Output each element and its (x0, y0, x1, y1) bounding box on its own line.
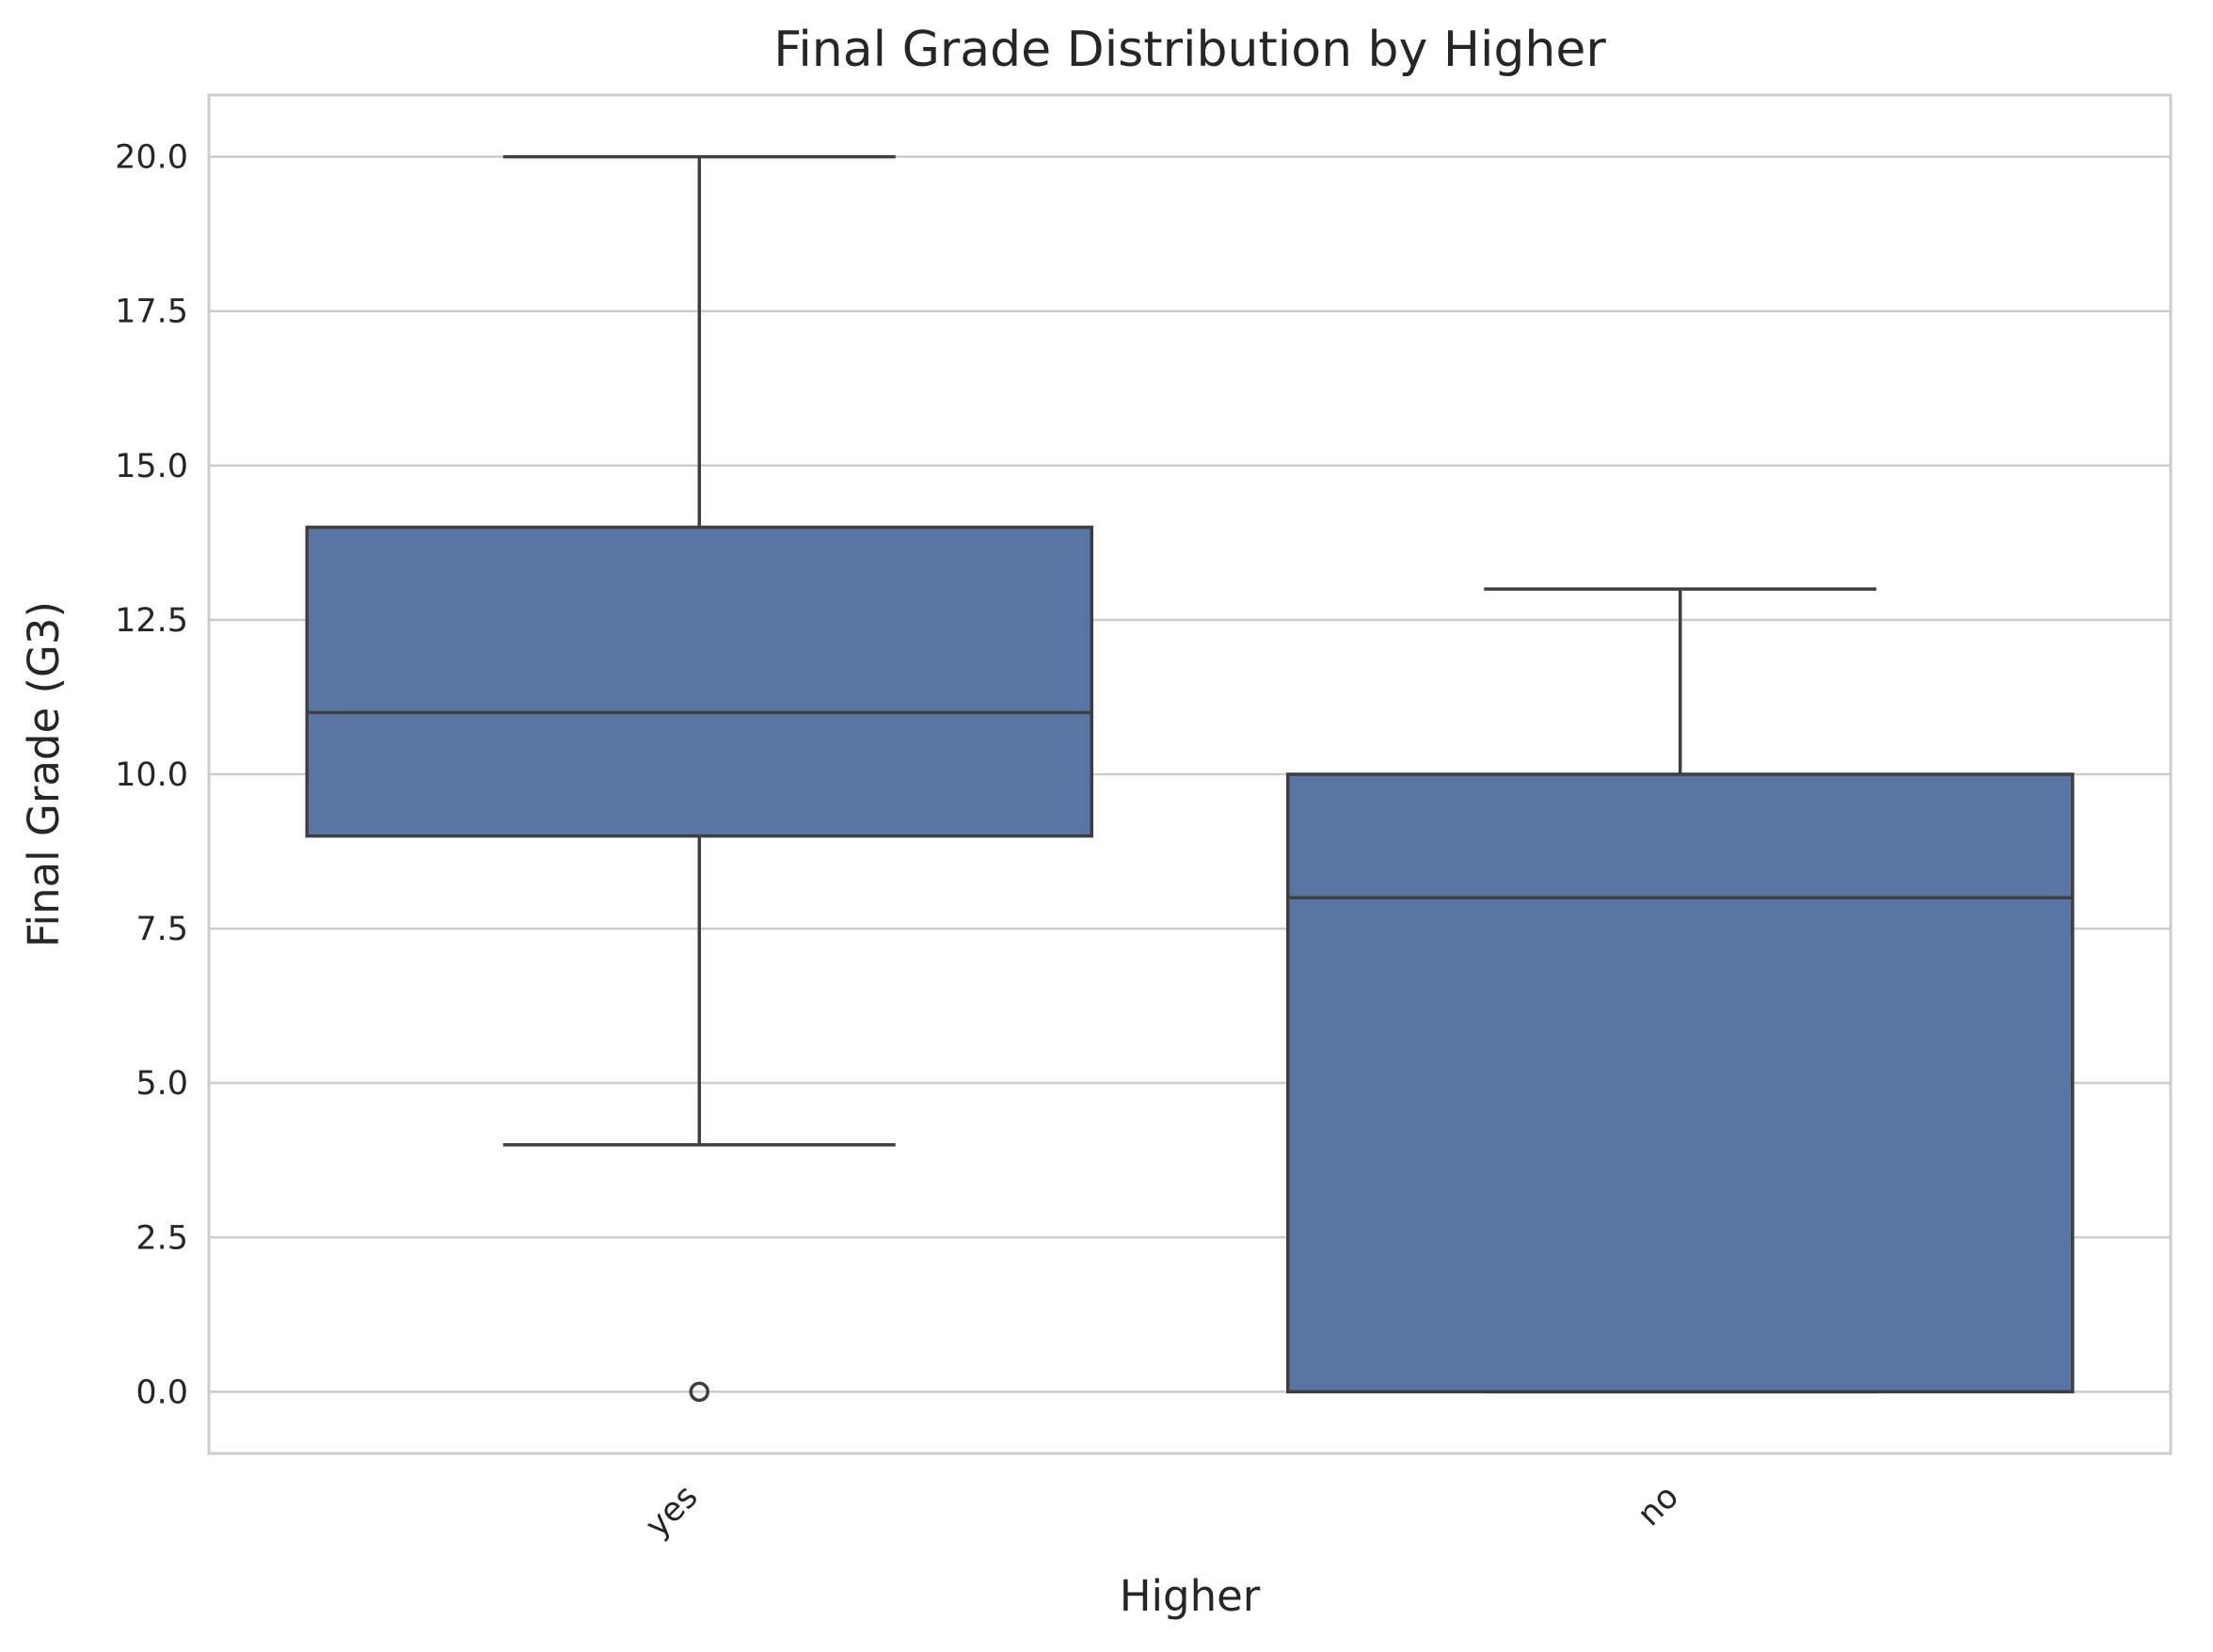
y-tick-label: 7.5 (135, 911, 188, 948)
iqr-box (305, 525, 1093, 838)
plot-frame (207, 93, 2173, 1455)
y-tick-label: 0.0 (135, 1374, 188, 1411)
y-axis-label: Final Grade (G3) (19, 601, 69, 947)
y-tick-label: 2.5 (135, 1219, 188, 1257)
y-tick-label: 5.0 (135, 1065, 188, 1103)
x-axis-label: Higher (1120, 1571, 1261, 1621)
boxes (305, 154, 2075, 1403)
y-tick-label: 20.0 (115, 139, 188, 177)
x-tick-label: no (1631, 1478, 1686, 1533)
y-tick-label: 10.0 (115, 756, 188, 794)
x-tick-labels: yes no (639, 1478, 1687, 1545)
iqr-box (1286, 772, 2075, 1394)
outlier-point (689, 1381, 709, 1403)
y-tick-label: 12.5 (115, 602, 188, 640)
x-tick-label: yes (639, 1478, 706, 1545)
box-no (1286, 587, 2075, 1394)
box-yes (305, 154, 1093, 1403)
y-tick-label: 15.0 (115, 448, 188, 485)
y-tick-labels: 0.0 2.5 5.0 7.5 10.0 12.5 15.0 17.5 20.0 (115, 139, 188, 1412)
chart-title: Final Grade Distribution by Higher (773, 22, 1606, 78)
y-tick-label: 17.5 (115, 294, 188, 331)
